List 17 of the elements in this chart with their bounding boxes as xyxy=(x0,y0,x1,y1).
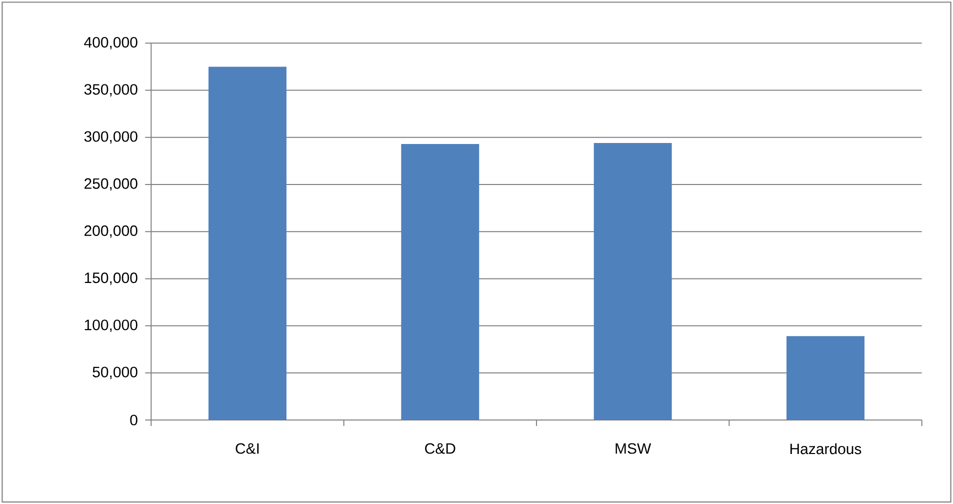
bar xyxy=(208,66,286,420)
y-tick-label: 50,000 xyxy=(92,366,138,380)
x-tick-label: MSW xyxy=(616,443,652,454)
y-tick-label: 350,000 xyxy=(84,84,138,96)
y-tick-label: 150,000 xyxy=(84,272,138,285)
bar xyxy=(401,144,480,420)
y-tick-label: 100,000 xyxy=(84,320,138,332)
y-tick-label: 400,000 xyxy=(84,36,138,50)
bar xyxy=(594,142,672,420)
bar xyxy=(786,336,864,420)
y-tick-label: 250,000 xyxy=(84,178,138,191)
y-tick-label: 200,000 xyxy=(84,225,138,238)
x-tick-label: Hazardous xyxy=(790,443,862,454)
x-tick-label: C&D xyxy=(425,443,456,454)
x-tick-label: C&I xyxy=(236,443,259,454)
y-tick-label: 0 xyxy=(130,414,138,426)
y-tick-label: 300,000 xyxy=(84,131,138,144)
